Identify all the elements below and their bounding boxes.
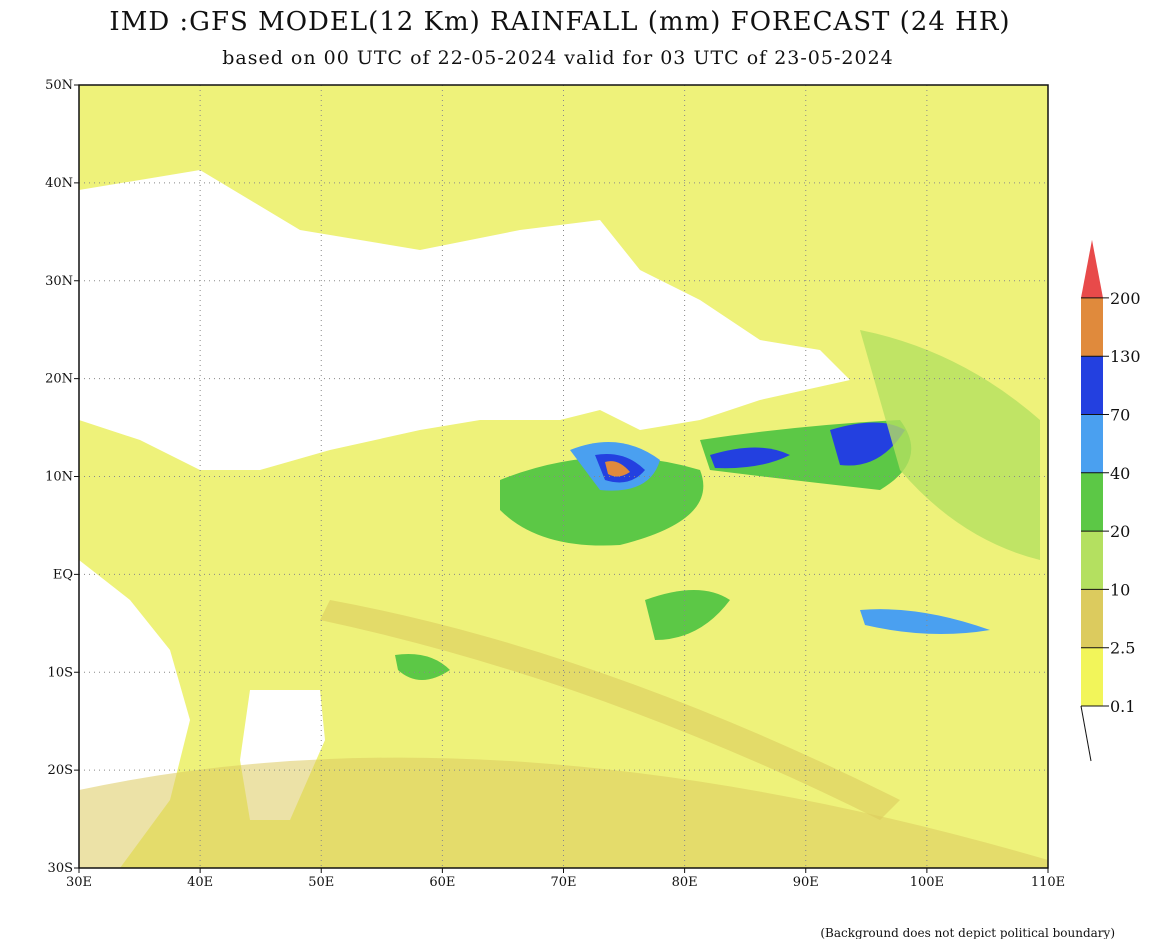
lat-label: EQ [53,567,73,582]
rain-blob [645,590,730,640]
rain-blob [710,447,790,469]
subtitle: based on 00 UTC of 22-05-2024 valid for … [222,47,894,69]
colorbar-label: 10 [1110,580,1130,599]
colorbar-swatch [1081,472,1103,532]
lon-label: 70E [550,875,576,890]
lat-label: 30N [45,274,73,289]
lon-label: 50E [308,875,334,890]
lat-label: 10S [48,665,73,680]
colorbar-label: 0.1 [1110,697,1135,716]
lon-label: 80E [672,875,698,890]
lat-label: 50N [45,78,73,93]
colorbar-label: 40 [1110,464,1130,483]
colorbar-label: 130 [1110,347,1141,366]
lon-label: 100E [910,875,944,890]
lon-label: 40E [187,875,213,890]
colorbar-swatch [1081,647,1103,706]
colorbar-swatch [1081,589,1103,648]
colorbar-label: 70 [1110,406,1130,425]
rain-blob [605,461,630,477]
rain-blob [395,654,450,680]
lon-label: 90E [793,875,819,890]
map-field [79,85,1048,868]
lon-label: 60E [429,875,455,890]
colorbar-swatch [1081,414,1103,473]
lat-label: 20S [48,763,73,778]
lat-label: 10N [45,470,73,485]
colorbar-arrow [1081,239,1103,298]
lat-label: 30S [48,861,73,876]
lon-label: 110E [1031,875,1065,890]
colorbar-label: 200 [1110,289,1141,308]
colorbar-swatch [1081,531,1103,590]
title: IMD :GFS MODEL(12 Km) RAINFALL (mm) FORE… [109,7,1010,37]
colorbar-swatch [1081,297,1103,357]
rain-blob [860,609,990,634]
grid [79,85,1048,868]
footnote: (Background does not depict political bo… [820,926,1115,939]
rain-blob [500,457,704,546]
colorbar-label: 20 [1110,522,1130,541]
lat-label: 20N [45,372,73,387]
dry-land [79,170,850,470]
colorbar-tail [1080,705,1092,762]
rain-band [320,600,900,820]
lat-label: 40N [45,176,73,191]
rain-blob [830,422,905,466]
colorbar-swatch [1081,356,1103,415]
colorbar-label: 2.5 [1110,639,1135,658]
rain-blob [860,330,1040,560]
colorbar: 0.1 2.5 10 20 40 70 130 200 [1080,239,1141,762]
lon-label: 30E [66,875,92,890]
